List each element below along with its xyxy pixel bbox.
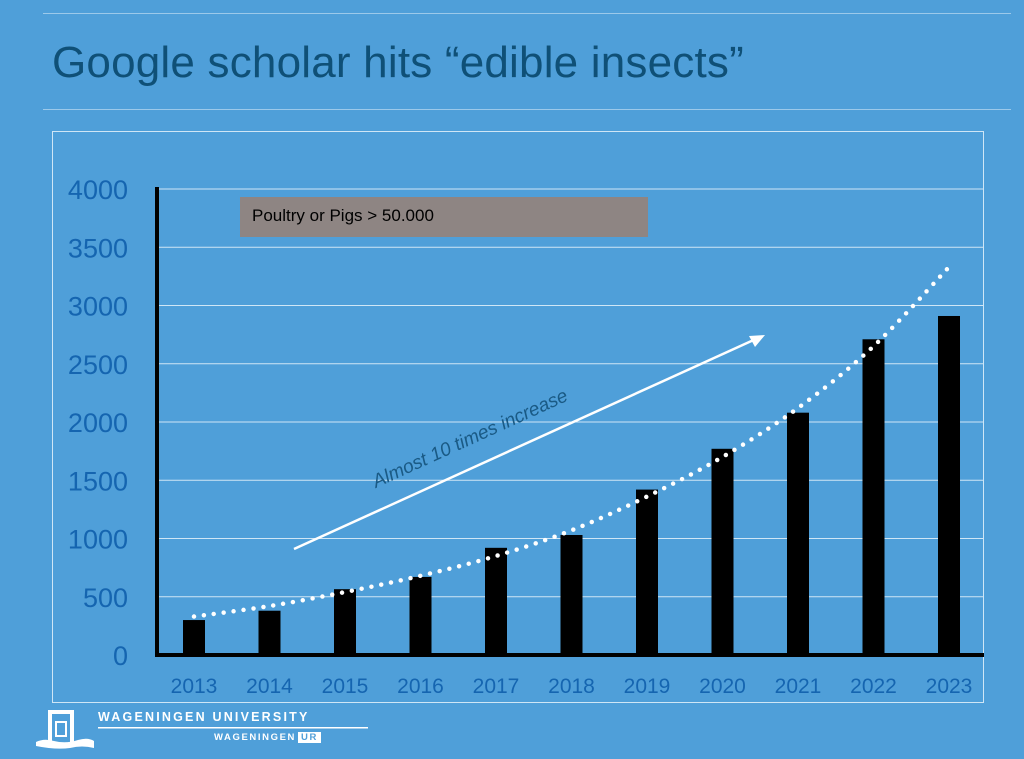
- y-tick-label: 1000: [68, 525, 128, 555]
- x-tick-label: 2013: [171, 675, 218, 698]
- bar: [711, 448, 734, 655]
- slide-title: Google scholar hits “edible insects”: [52, 38, 744, 87]
- bar: [560, 535, 583, 655]
- y-tick-label: 3000: [68, 292, 128, 322]
- top-rule: [43, 13, 1011, 14]
- x-tick-label: 2021: [775, 675, 822, 698]
- logo-subname: WAGENINGEN UR: [214, 732, 321, 743]
- bar: [636, 489, 658, 655]
- y-tick-label: 3500: [68, 233, 128, 263]
- chart-frame: [52, 131, 984, 703]
- bar: [409, 576, 432, 655]
- increase-arrow-head: [749, 335, 765, 347]
- x-tick-label: 2014: [246, 675, 293, 698]
- x-tick-label: 2019: [624, 675, 671, 698]
- increase-arrow-label: Almost 10 times increase: [368, 385, 571, 493]
- bar: [258, 610, 281, 655]
- y-tick-label: 4000: [68, 175, 128, 205]
- y-tick-label: 0: [113, 641, 128, 671]
- y-tick-label: 500: [83, 583, 128, 613]
- x-tick-label: 2017: [473, 675, 520, 698]
- wageningen-logo: WAGENINGEN UNIVERSITY WAGENINGEN UR: [34, 704, 374, 754]
- logo-ur-badge: UR: [297, 732, 321, 743]
- bar: [334, 589, 356, 655]
- y-tick-label: 2500: [68, 350, 128, 380]
- x-tick-label: 2020: [699, 675, 746, 698]
- logo-rule: [98, 727, 368, 729]
- logo-name: WAGENINGEN UNIVERSITY: [98, 710, 310, 724]
- x-tick-label: 2022: [850, 675, 897, 698]
- annotation-box: [240, 197, 648, 237]
- x-tick-label: 2023: [926, 675, 973, 698]
- university-building-icon: [36, 710, 94, 749]
- y-tick-label: 1500: [68, 466, 128, 496]
- trendline: [191, 264, 952, 619]
- increase-arrow: [293, 336, 759, 551]
- x-tick-label: 2015: [322, 675, 369, 698]
- bar: [787, 412, 809, 655]
- x-tick-label: 2016: [397, 675, 444, 698]
- bar: [938, 315, 960, 655]
- bar: [485, 547, 507, 655]
- bar: [183, 620, 205, 655]
- x-tick-label: 2018: [548, 675, 595, 698]
- bar: [862, 339, 885, 655]
- annotation-box-label: Poultry or Pigs > 50.000: [252, 206, 434, 225]
- logo-subname-text: WAGENINGEN: [214, 732, 296, 743]
- y-tick-label: 2000: [68, 408, 128, 438]
- title-rule: [43, 109, 1011, 110]
